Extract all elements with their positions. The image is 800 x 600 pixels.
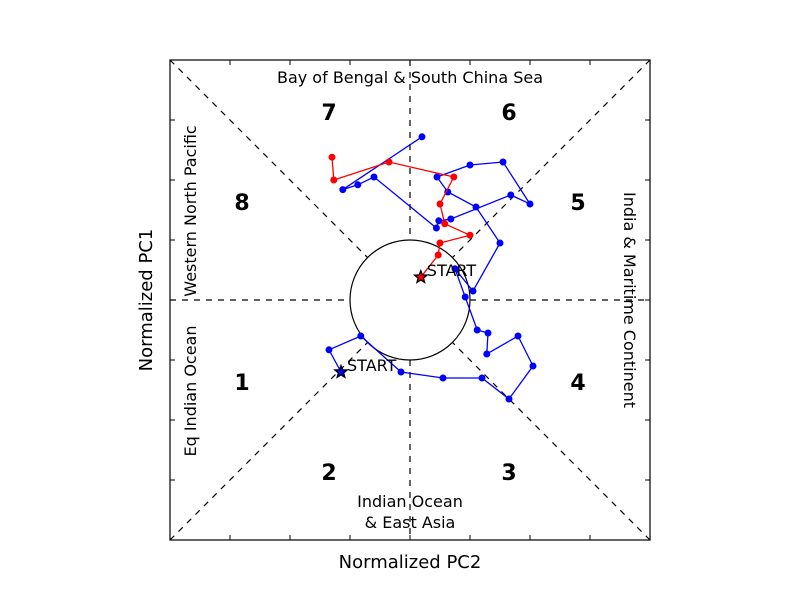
start-marker-star: [412, 268, 429, 284]
y-axis-label: Normalized PC1: [136, 229, 157, 372]
trajectory-point: [435, 217, 443, 225]
trajectory-point: [441, 220, 449, 228]
trajectory-point: [478, 374, 486, 382]
trajectory-point: [439, 374, 447, 382]
trajectory-point: [339, 186, 347, 194]
phase-number-6: 6: [501, 101, 516, 126]
trajectory-point: [473, 326, 481, 334]
trajectory-point: [466, 161, 474, 169]
phase-number-2: 2: [321, 461, 336, 486]
phase-number-4: 4: [570, 371, 585, 396]
diagonal-divider-line: [452, 59, 651, 258]
start-marker-star: [333, 363, 349, 379]
region-label-bottom-line1: Indian Ocean: [357, 492, 463, 511]
trajectory-line-2: [331, 157, 472, 278]
trajectory-point: [354, 181, 362, 189]
trajectory-point: [496, 239, 504, 247]
trajectory-point: [433, 173, 441, 181]
trajectory-point: [466, 231, 474, 239]
trajectory-point: [434, 251, 442, 259]
start-label: START: [347, 356, 397, 375]
phase-number-8: 8: [234, 191, 249, 216]
region-label-bottom-line2: & East Asia: [365, 513, 456, 532]
trajectory-point: [484, 329, 492, 337]
trajectory-point: [526, 200, 534, 208]
trajectory-point: [328, 153, 336, 161]
trajectory-point: [529, 362, 537, 370]
plot-area: [169, 59, 651, 541]
trajectory-point: [469, 287, 477, 295]
trajectory-point: [330, 176, 338, 184]
trajectory-point: [461, 293, 469, 301]
trajectory-point: [325, 346, 333, 354]
trajectory-point: [483, 350, 491, 358]
diagonal-divider-line: [169, 342, 368, 541]
trajectory-point: [385, 158, 393, 166]
trajectory-point: [436, 239, 444, 247]
trajectory-point: [451, 265, 459, 273]
region-label-left-lower: Eq Indian Ocean: [181, 325, 200, 456]
region-label-left-upper: Western North Pacific: [181, 125, 200, 296]
diagonal-divider-line: [452, 342, 651, 541]
trajectory-point: [507, 191, 515, 199]
trajectory-point: [418, 133, 426, 141]
trajectory-point: [514, 332, 522, 340]
trajectory-point: [397, 368, 405, 376]
diagonal-divider-line: [169, 59, 368, 258]
phase-number-1: 1: [234, 371, 249, 396]
trajectory-point: [436, 200, 444, 208]
trajectory-point: [432, 224, 440, 232]
unit-circle: [349, 239, 471, 361]
phase-number-3: 3: [501, 461, 516, 486]
trajectory-point: [357, 332, 365, 340]
trajectory-layer: START START: [325, 133, 537, 403]
trajectory-point: [370, 173, 378, 181]
trajectory-point: [472, 203, 480, 211]
start-label: START: [427, 261, 477, 280]
phase-number-5: 5: [570, 191, 585, 216]
trajectory-point: [499, 158, 507, 166]
phase-number-7: 7: [321, 101, 336, 126]
trajectory-point: [450, 173, 458, 181]
trajectory-point: [505, 395, 513, 403]
x-axis-label: Normalized PC2: [339, 552, 482, 573]
trajectory-point: [447, 215, 455, 223]
region-label-right: India & Maritime Continent: [620, 192, 639, 408]
region-label-top: Bay of Bengal & South China Sea: [277, 68, 543, 87]
